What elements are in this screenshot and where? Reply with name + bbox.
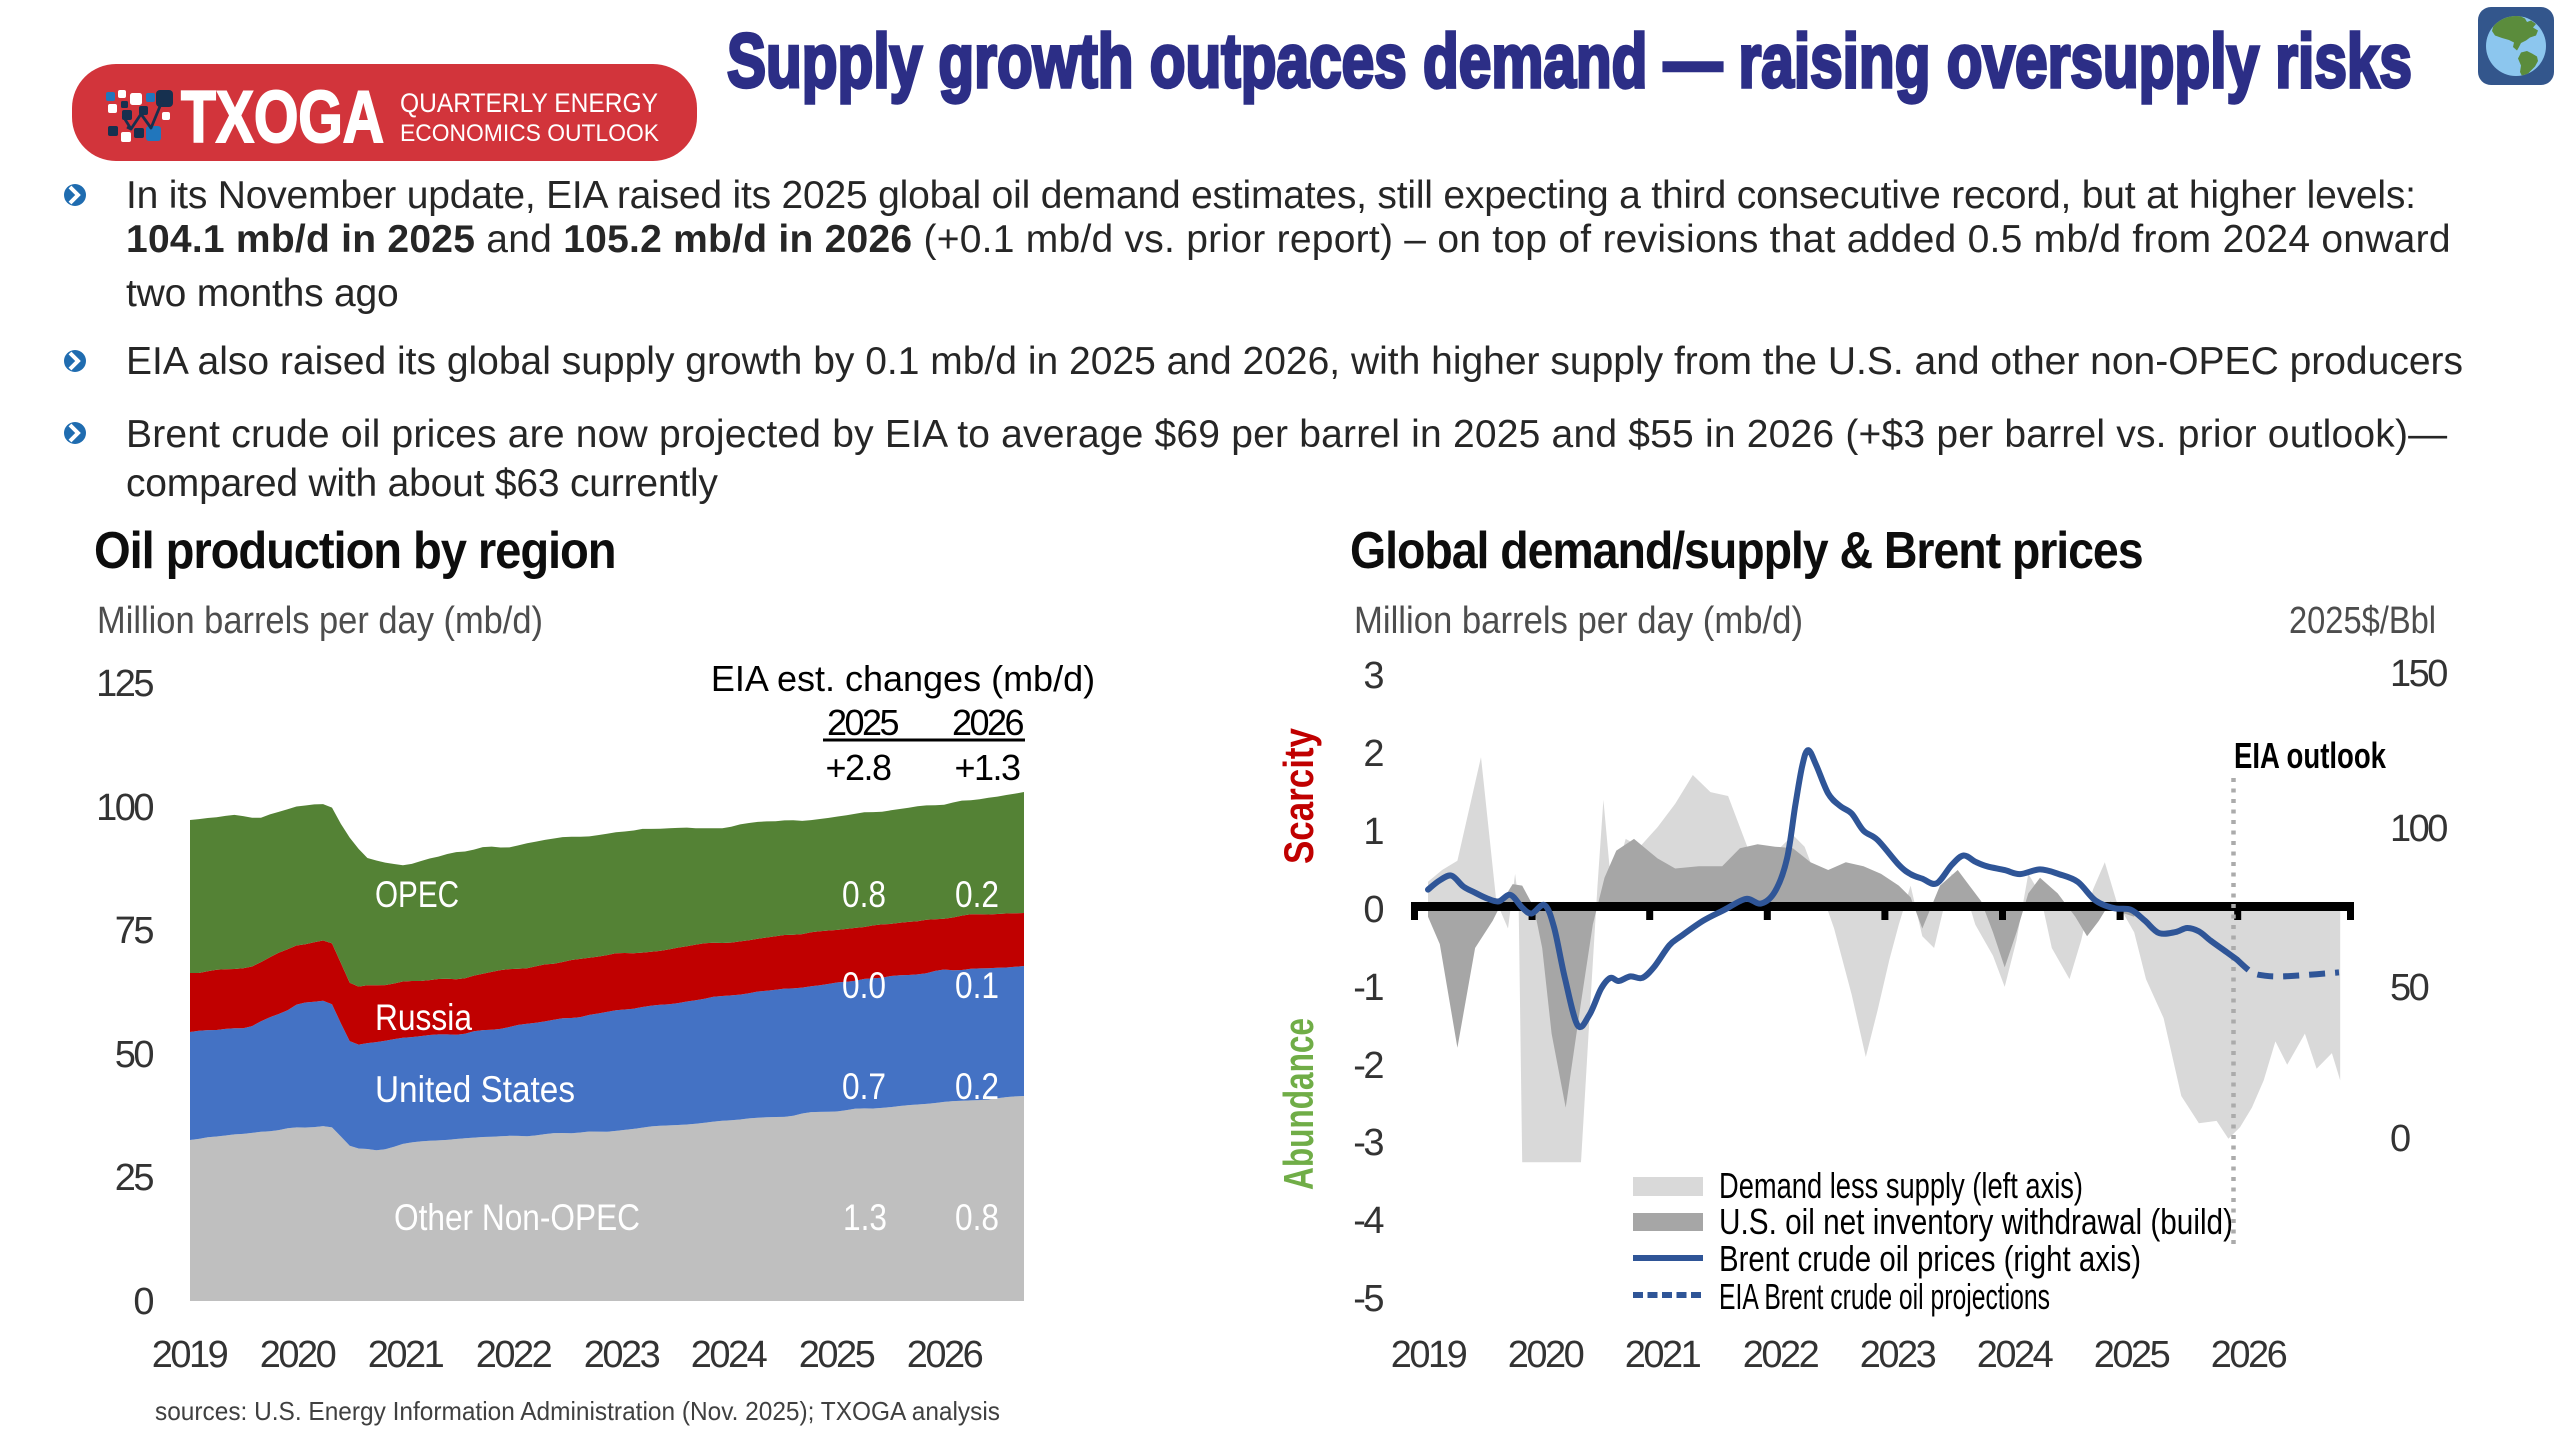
svg-text:0.2: 0.2	[955, 1066, 999, 1107]
svg-text:2025: 2025	[827, 702, 899, 743]
svg-text:Supply growth outpaces demand: Supply growth outpaces demand — raising …	[727, 19, 2412, 104]
svg-text:QUARTERLY ENERGY: QUARTERLY ENERGY	[400, 88, 658, 118]
svg-text:2023: 2023	[584, 1334, 660, 1376]
svg-text:50: 50	[115, 1034, 154, 1076]
svg-text:2019: 2019	[152, 1334, 228, 1376]
svg-text:0.1: 0.1	[955, 965, 999, 1006]
svg-text:2025: 2025	[799, 1334, 875, 1376]
svg-text:0.7: 0.7	[842, 1066, 886, 1107]
svg-text:75: 75	[115, 910, 154, 952]
svg-text:-3: -3	[1353, 1122, 1383, 1164]
svg-text:Other Non-OPEC: Other Non-OPEC	[394, 1197, 640, 1238]
svg-text:1.3: 1.3	[843, 1197, 887, 1238]
svg-text:2026: 2026	[2211, 1334, 2287, 1376]
svg-text:2022: 2022	[476, 1334, 552, 1376]
svg-text:2022: 2022	[1743, 1334, 1819, 1376]
svg-text:-5: -5	[1353, 1278, 1383, 1320]
svg-text:Million barrels per day (mb/d): Million barrels per day (mb/d)	[97, 600, 543, 642]
svg-text:0.2: 0.2	[955, 874, 999, 915]
svg-text:0: 0	[1363, 889, 1383, 931]
svg-text:50: 50	[2390, 967, 2429, 1009]
svg-text:Demand less supply (left axis): Demand less supply (left axis)	[1719, 1165, 2083, 1206]
svg-text:0.0: 0.0	[842, 965, 886, 1006]
svg-text:United States: United States	[375, 1069, 575, 1110]
svg-text:2024: 2024	[691, 1334, 768, 1376]
svg-text:2019: 2019	[1391, 1334, 1467, 1376]
svg-text:-2: -2	[1353, 1045, 1383, 1087]
svg-text:Million barrels per day (mb/d): Million barrels per day (mb/d)	[1354, 600, 1803, 642]
svg-text:U.S. oil net inventory withdra: U.S. oil net inventory withdrawal (build…	[1719, 1201, 2233, 1242]
svg-text:2026: 2026	[952, 702, 1024, 743]
svg-text:Brent crude oil prices (right: Brent crude oil prices (right axis)	[1719, 1238, 2141, 1279]
svg-text:0: 0	[133, 1281, 153, 1323]
svg-text:0.8: 0.8	[955, 1197, 999, 1238]
svg-text:-1: -1	[1353, 967, 1383, 1009]
svg-text:2024: 2024	[1977, 1334, 2054, 1376]
svg-text:TXOGA: TXOGA	[181, 77, 384, 158]
svg-text:25: 25	[115, 1157, 154, 1199]
svg-text:150: 150	[2390, 653, 2447, 695]
svg-text:EIA outlook: EIA outlook	[2234, 735, 2387, 776]
svg-text:2025: 2025	[2094, 1334, 2170, 1376]
svg-text:0.8: 0.8	[842, 874, 886, 915]
svg-text:125: 125	[96, 663, 153, 705]
svg-text:OPEC: OPEC	[375, 874, 459, 915]
svg-text:-4: -4	[1353, 1200, 1384, 1242]
svg-text:2025$/Bbl: 2025$/Bbl	[2289, 600, 2436, 642]
svg-text:2020: 2020	[1508, 1334, 1584, 1376]
svg-text:+2.8: +2.8	[825, 747, 891, 788]
svg-text:100: 100	[2390, 808, 2447, 850]
svg-text:+1.3: +1.3	[954, 747, 1020, 788]
svg-text:EIA est. changes (mb/d): EIA est. changes (mb/d)	[711, 658, 1095, 699]
svg-text:2021: 2021	[368, 1334, 444, 1376]
svg-text:1: 1	[1363, 811, 1383, 853]
svg-text:0: 0	[2390, 1118, 2410, 1160]
svg-text:EIA Brent crude oil projection: EIA Brent crude oil projections	[1719, 1276, 2050, 1317]
svg-text:2: 2	[1363, 733, 1383, 775]
svg-text:2023: 2023	[1860, 1334, 1936, 1376]
svg-text:Abundance: Abundance	[1275, 1018, 1322, 1190]
svg-text:3: 3	[1363, 655, 1383, 697]
svg-text:2026: 2026	[907, 1334, 983, 1376]
svg-text:100: 100	[96, 787, 153, 829]
svg-text:2021: 2021	[1625, 1334, 1701, 1376]
svg-text:Russia: Russia	[375, 997, 472, 1038]
svg-text:Scarcity: Scarcity	[1275, 727, 1322, 864]
svg-text:2020: 2020	[260, 1334, 336, 1376]
svg-text:sources: U.S. Energy Informati: sources: U.S. Energy Information Adminis…	[155, 1396, 1000, 1426]
svg-text:ECONOMICS OUTLOOK: ECONOMICS OUTLOOK	[400, 120, 659, 147]
